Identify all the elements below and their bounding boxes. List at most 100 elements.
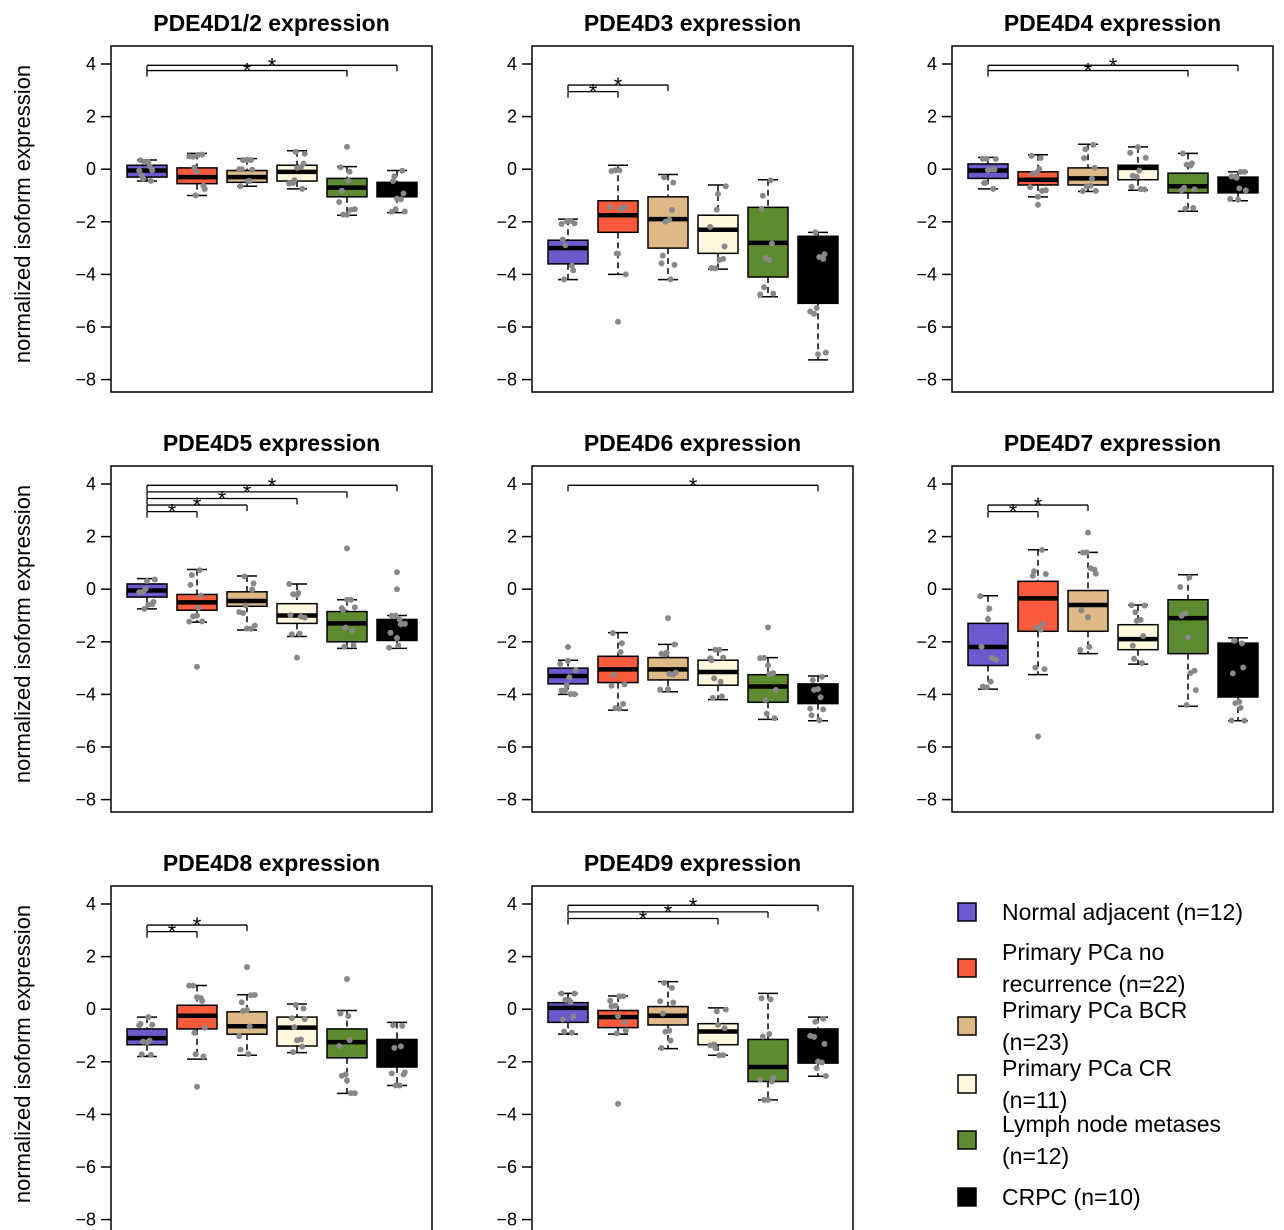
box-group-3 <box>226 964 268 1057</box>
y-tick-label: 0 <box>927 579 937 599</box>
panel-4: PDE4D5 expression 4 2 0 −2 −4 −6 −8 normalized i… <box>10 430 433 813</box>
box-group-6 <box>376 167 418 215</box>
data-point <box>609 629 616 636</box>
data-point <box>146 1037 153 1044</box>
data-point <box>822 349 829 356</box>
significance-star: * <box>243 59 252 84</box>
outlier-point <box>565 644 571 651</box>
data-point <box>621 1019 628 1026</box>
data-point <box>820 1015 827 1022</box>
legend-label: Primary PCa no <box>1002 939 1164 965</box>
data-point <box>978 643 985 650</box>
significance-bracket: * <box>146 486 298 511</box>
data-point <box>607 997 614 1004</box>
data-point <box>615 1013 621 1020</box>
data-point <box>979 683 986 690</box>
y-tick-label: 2 <box>507 107 517 127</box>
data-point <box>236 609 243 616</box>
data-point <box>812 229 819 236</box>
significance-star: * <box>589 80 598 105</box>
data-point <box>572 667 579 674</box>
y-tick-label: −8 <box>496 1210 517 1230</box>
data-point <box>761 1096 768 1103</box>
data-point <box>987 678 994 685</box>
data-point <box>1083 183 1090 190</box>
data-point <box>137 1020 144 1027</box>
significance-star: * <box>614 73 623 98</box>
data-point <box>1041 666 1048 673</box>
data-point <box>1138 659 1145 666</box>
data-point <box>992 156 999 163</box>
data-point <box>188 572 195 579</box>
data-point <box>1142 154 1149 161</box>
data-point <box>1092 187 1099 194</box>
data-point <box>1228 173 1235 180</box>
data-point <box>671 641 678 648</box>
data-point <box>145 601 152 608</box>
significance-bracket: * <box>567 80 619 105</box>
data-point <box>807 705 814 712</box>
y-tick-label: −8 <box>75 790 96 810</box>
data-point <box>194 168 200 175</box>
legend-label: Lymph node metases <box>1002 1111 1221 1137</box>
data-point <box>300 1005 307 1012</box>
box-group-2 <box>176 567 218 670</box>
data-point <box>986 605 993 612</box>
box-group-3 <box>1067 529 1109 655</box>
data-point <box>712 646 719 653</box>
box-group-5 <box>326 143 368 218</box>
y-tick-label: 4 <box>86 54 96 74</box>
data-point <box>1088 175 1095 182</box>
significance-bracket: * <box>567 893 819 918</box>
data-point <box>338 187 345 194</box>
data-point <box>757 655 764 662</box>
y-tick-label: −2 <box>496 1052 517 1072</box>
outlier-point <box>1035 733 1041 740</box>
data-point <box>1081 155 1088 162</box>
data-point <box>715 190 721 197</box>
data-point <box>561 276 568 283</box>
data-point <box>150 599 157 606</box>
data-point <box>1033 624 1040 631</box>
significance-star: * <box>1109 53 1118 78</box>
outlier-point <box>615 318 621 325</box>
significance-star: * <box>268 53 277 78</box>
data-point <box>766 671 773 678</box>
data-point <box>558 220 565 227</box>
data-point <box>1135 144 1141 151</box>
significance-bracket: * <box>146 913 248 938</box>
box-group-6 <box>376 569 418 651</box>
data-point <box>718 693 725 700</box>
data-point <box>571 990 578 997</box>
data-point <box>1079 549 1086 556</box>
data-point <box>291 177 298 184</box>
data-point <box>617 206 624 213</box>
data-point <box>1192 687 1199 694</box>
y-tick-label: −2 <box>75 1052 96 1072</box>
y-tick-label: 2 <box>507 947 517 967</box>
y-tick-label: 0 <box>507 999 517 1019</box>
box-group-2 <box>597 993 639 1107</box>
outlier-point <box>344 975 350 982</box>
y-tick-label: −2 <box>916 212 937 232</box>
panel-title: PDE4D6 expression <box>584 430 801 456</box>
y-tick-label: −4 <box>75 1104 96 1124</box>
box-group-4 <box>276 580 318 661</box>
data-point <box>288 631 295 638</box>
significance-star: * <box>168 920 177 945</box>
box-group-3 <box>647 173 689 283</box>
y-axis-label: normalized isoform expression <box>10 65 35 363</box>
y-tick-label: 4 <box>927 474 937 494</box>
data-point <box>286 580 293 587</box>
significance-star: * <box>1084 59 1093 84</box>
significance-star: * <box>639 906 648 931</box>
legend-item-4: Primary PCa CR (n=11) <box>957 1055 1172 1113</box>
data-point <box>1085 614 1091 621</box>
significance-bracket: * <box>987 53 1239 78</box>
plot-frame <box>110 465 433 813</box>
y-tick-label: −4 <box>75 264 96 284</box>
legend-label: Normal adjacent (n=12) <box>1002 899 1243 925</box>
box-group-2 <box>597 164 639 325</box>
data-point <box>286 180 293 187</box>
plot-frame <box>531 45 854 393</box>
